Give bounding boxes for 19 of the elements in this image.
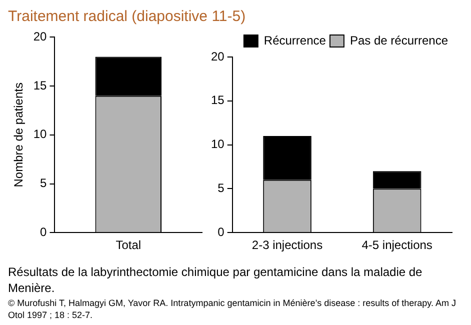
- y-tick-label: 15: [33, 78, 48, 92]
- x-tick-label: 4-5 injections: [362, 238, 432, 252]
- legend-label: Pas de récurrence: [350, 33, 448, 48]
- y-tick-label: 5: [218, 181, 225, 196]
- legend-label: Récurrence: [264, 33, 326, 48]
- y-tick-label: 0: [218, 224, 225, 239]
- y-tick-label: 20: [210, 49, 225, 64]
- text: © Murofushi T, Halmagyi GM, Yavor RA. Intratympanic gentamicin in Ménière’s disease : results of therapy. Am J Otol 1997 ; 18 : 52-7.: [8, 298, 457, 322]
- x-tick-label: 2-3 injections: [252, 238, 323, 252]
- y-tick-label: 0: [40, 224, 48, 239]
- y-axis-title: Nombre de patients: [12, 82, 26, 188]
- y-tick-label: 15: [210, 93, 225, 108]
- text: Résultats de la labyrinthectomie chimique par gentamicine dans la maladie de Menière.: [8, 265, 424, 296]
- y-tick-label: 10: [210, 137, 225, 152]
- y-tick-label: 5: [40, 176, 48, 190]
- y-tick-label: 10: [33, 127, 48, 142]
- y-tick-label: 20: [33, 30, 48, 44]
- x-tick-label: Total: [116, 238, 142, 252]
- chart-title: Traitement radical (diapositive 11-5): [8, 8, 247, 25]
